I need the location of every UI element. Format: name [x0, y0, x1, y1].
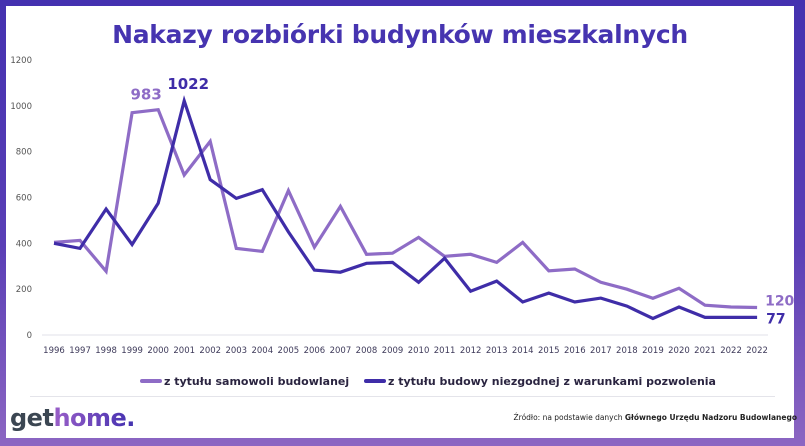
x-tick-label: 2013	[486, 346, 508, 356]
gethome-logo: gethome.	[10, 404, 135, 432]
x-tick-label: 2015	[538, 346, 560, 356]
x-tick-label: 2001	[173, 346, 195, 356]
x-tick-label: 2010	[408, 346, 430, 356]
x-tick-label: 2000	[147, 346, 169, 356]
legend-swatch-light	[140, 379, 162, 383]
legend-item-niezgodnej: z tytułu budowy niezgodnej z warunkami p…	[364, 373, 716, 389]
x-tick-label: 2016	[564, 346, 586, 356]
source-institution: Głównego Urzędu Nadzoru Budowlanego	[624, 413, 797, 422]
series-niezgodnej-line	[53, 95, 758, 321]
data-label: 1022	[167, 75, 209, 93]
x-tick-label: 1997	[69, 346, 91, 356]
x-tick-label: 2014	[512, 346, 534, 356]
x-tick-label: 2006	[304, 346, 326, 356]
y-tick-label: 0	[27, 331, 32, 341]
source-note: Źródło: na podstawie danych Głównego Urz…	[514, 413, 797, 422]
data-label: 983	[131, 86, 162, 104]
logo-dot: .	[126, 404, 135, 432]
x-tick-label: 1999	[121, 346, 143, 356]
logo-home: home	[53, 404, 127, 432]
x-tick-label: 2020	[668, 346, 690, 356]
y-axis: 0 200 400 600 800 1000 1200	[10, 56, 32, 341]
x-tick-label: 2005	[278, 346, 300, 356]
x-tick-label: 2018	[616, 346, 638, 356]
x-tick-label: 2012	[460, 346, 482, 356]
x-tick-label: 2017	[590, 346, 612, 356]
legend-label: z tytułu budowy niezgodnej z warunkami p…	[388, 374, 716, 388]
y-tick-label: 600	[16, 194, 32, 204]
chart-panel: Nakazy rozbiórki budynków mieszkalnych	[6, 6, 794, 438]
legend-swatch-dark	[364, 379, 386, 383]
y-tick-label: 400	[16, 239, 32, 249]
x-tick-label: 2022	[720, 346, 742, 356]
x-tick-label: 2009	[382, 346, 404, 356]
x-tick-label: 2022	[746, 346, 768, 356]
legend-label: z tytułu samowoli budowlanej	[164, 374, 350, 388]
data-label: 120	[765, 294, 794, 310]
x-tick-label: 2003	[225, 346, 247, 356]
logo-get: get	[10, 404, 54, 432]
x-tick-label: 2011	[434, 346, 456, 356]
series-samowoli-line	[53, 107, 758, 310]
x-tick-label: 2008	[356, 346, 378, 356]
y-tick-label: 1200	[10, 56, 32, 66]
source-prefix: Źródło: na podstawie danych	[513, 413, 625, 422]
x-tick-label: 2019	[642, 346, 664, 356]
y-tick-label: 800	[16, 148, 32, 158]
y-tick-label: 200	[16, 285, 32, 295]
footer-divider	[30, 396, 775, 397]
x-tick-label: 1996	[43, 346, 65, 356]
x-tick-label: 2021	[694, 346, 716, 356]
data-label: 77	[766, 311, 785, 327]
x-tick-label: 2007	[330, 346, 352, 356]
x-tick-label: 2002	[199, 346, 221, 356]
chart-title: Nakazy rozbiórki budynków mieszkalnych	[112, 20, 688, 49]
x-tick-label: 2004	[251, 346, 273, 356]
legend-item-samowoli: z tytułu samowoli budowlanej	[140, 373, 349, 389]
y-tick-label: 1000	[10, 102, 32, 112]
x-axis: 1996 1997 1998 1999 2000 2001 2002 2003 2004 2005…	[43, 346, 768, 356]
x-tick-label: 1998	[95, 346, 117, 356]
